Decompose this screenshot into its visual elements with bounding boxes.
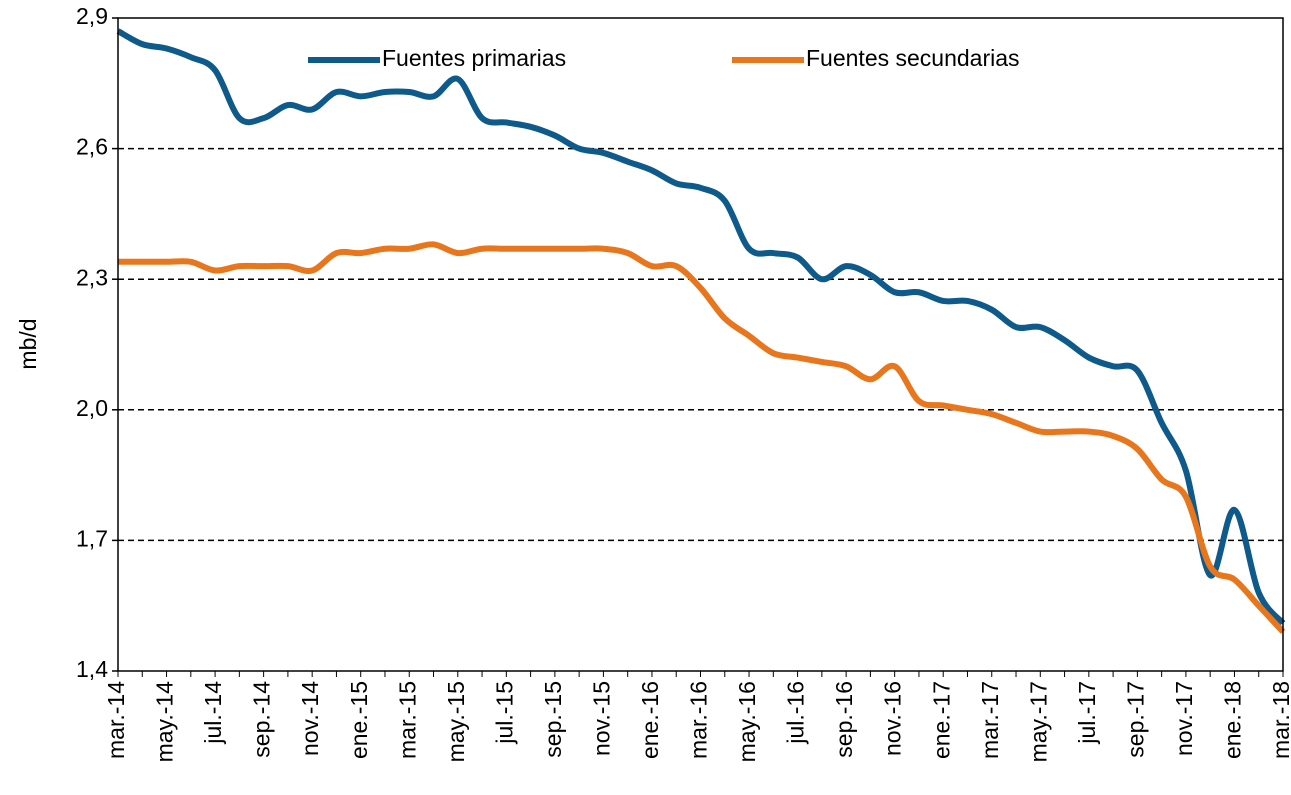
legend-label: Fuentes primarias	[382, 45, 566, 71]
x-tick-label: sep.-17	[1122, 681, 1148, 758]
series-line	[118, 241, 1286, 634]
x-tick-label: sep.-16	[831, 681, 857, 758]
x-tick-label: sep.-15	[540, 681, 566, 758]
x-tick-label: mar.-17	[977, 681, 1003, 759]
x-tick-label: may.-17	[1025, 681, 1051, 762]
x-tick-label: jul.-14	[200, 681, 226, 745]
y-tick-label: 2,0	[76, 395, 108, 421]
y-tick-label: 1,7	[76, 525, 108, 551]
y-tick-label: 2,6	[76, 134, 108, 160]
y-tick-label: 2,9	[76, 3, 108, 29]
series-line	[116, 28, 1286, 626]
x-tick-label: ene.-17	[928, 681, 954, 759]
x-tick-label: nov.-14	[297, 681, 323, 756]
x-tick-label: may.-15	[443, 681, 469, 762]
x-tick-label: may.-14	[152, 681, 178, 763]
x-tick-label: mar.-14	[103, 681, 129, 759]
y-axis-label: mb/d	[15, 318, 41, 369]
x-tick-label: ene.-18	[1220, 681, 1246, 759]
x-tick-label: nov.-17	[1171, 681, 1197, 756]
x-tick-label: ene.-15	[346, 681, 372, 759]
legend-label: Fuentes secundarias	[806, 45, 1020, 71]
x-tick-label: mar.-15	[394, 681, 420, 759]
x-tick-label: jul.-17	[1074, 681, 1100, 745]
x-tick-label: nov.-15	[588, 681, 614, 756]
x-tick-label: nov.-16	[880, 681, 906, 756]
x-tick-label: sep.-14	[249, 681, 275, 758]
x-tick-label: may.-16	[734, 681, 760, 762]
plot-border	[117, 17, 1284, 672]
y-tick-label: 2,3	[76, 264, 108, 290]
x-tick-label: mar.-16	[686, 681, 712, 759]
x-tick-label: mar.-18	[1268, 681, 1291, 759]
y-tick-label: 1,4	[76, 656, 108, 682]
x-tick-label: ene.-16	[637, 681, 663, 759]
x-tick-label: jul.-16	[783, 681, 809, 745]
x-tick-label: jul.-15	[491, 681, 517, 745]
